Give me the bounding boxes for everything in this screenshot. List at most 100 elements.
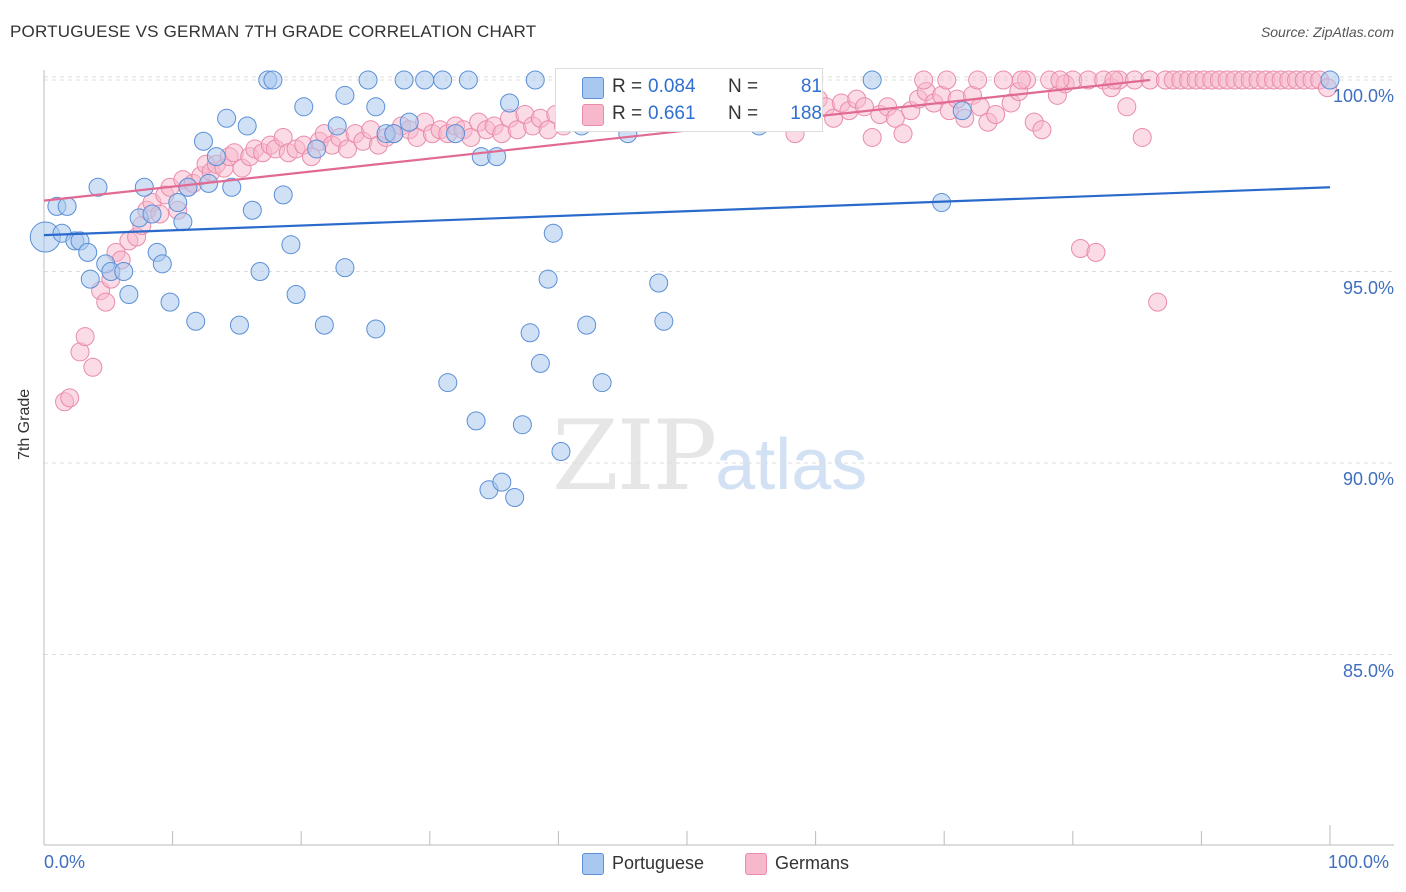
portuguese-point (286, 284, 306, 304)
portuguese-point (281, 235, 301, 255)
portuguese-point (649, 273, 669, 293)
germans-n-value: 188 (790, 103, 822, 124)
portuguese-point (492, 472, 512, 492)
germans-point (83, 357, 103, 377)
watermark-atlas: atlas (715, 425, 868, 505)
portuguese-point (520, 323, 540, 343)
germans-legend-swatch (745, 853, 767, 875)
portuguese-point (466, 411, 486, 431)
portuguese-point (512, 415, 532, 435)
portuguese-point (134, 177, 154, 197)
portuguese-point (551, 442, 571, 462)
portuguese-point (250, 262, 270, 281)
portuguese-point (366, 319, 386, 339)
watermark: ZIPatlas (552, 400, 867, 512)
portuguese-point (114, 262, 134, 281)
portuguese-point (168, 193, 188, 213)
portuguese-point (654, 311, 674, 331)
portuguese-point (142, 204, 162, 224)
portuguese-trend-line (43, 186, 1331, 237)
germans-point (1148, 292, 1168, 312)
germans-point (1117, 97, 1137, 117)
portuguese-point (217, 108, 237, 128)
portuguese-point (592, 373, 612, 393)
stats-legend: R = 0.084 N = 81 R = 0.661 N = 188 (555, 68, 823, 132)
portuguese-point (88, 177, 108, 197)
x-tick-max: 100.0% (1328, 852, 1390, 872)
portuguese-point (952, 101, 972, 121)
r-label: R = (612, 103, 643, 124)
portuguese-r-value: 0.084 (648, 76, 696, 97)
germans-point (1132, 127, 1152, 147)
portuguese-point (1320, 70, 1340, 90)
portuguese-point (335, 258, 355, 278)
germans-swatch (582, 104, 604, 126)
germans-point (75, 327, 95, 347)
source-credit: Source: ZipAtlas.com (1260, 24, 1394, 40)
portuguese-legend-label: Portuguese (612, 853, 705, 873)
portuguese-n-value: 81 (800, 76, 822, 97)
germans-point (1011, 70, 1031, 90)
y-tick-label: 100.0% (1332, 86, 1394, 106)
portuguese-point (206, 147, 226, 167)
n-label: N = (728, 76, 759, 97)
portuguese-point (505, 487, 525, 507)
portuguese-point (538, 269, 558, 289)
portuguese-point (335, 85, 355, 105)
chart-title: PORTUGUESE VS GERMAN 7TH GRADE CORRELATI… (10, 22, 537, 41)
portuguese-point (178, 177, 198, 197)
germans-point (1086, 242, 1106, 262)
portuguese-point (273, 185, 293, 205)
portuguese-point (415, 70, 435, 90)
germans-point (60, 388, 80, 408)
portuguese-point (543, 223, 563, 243)
germans-point (893, 124, 913, 144)
germans-point (862, 127, 882, 147)
portuguese-point (394, 70, 414, 90)
portuguese-point (438, 373, 458, 393)
portuguese-swatch (582, 77, 604, 99)
germans-point (993, 70, 1013, 90)
germans-point (1032, 120, 1052, 140)
germans-point (337, 139, 357, 159)
portuguese-point (186, 311, 206, 331)
y-tick-label: 90.0% (1342, 469, 1394, 489)
trend-lines (43, 78, 1331, 237)
portuguese-point (57, 196, 77, 216)
germans-point (885, 108, 905, 128)
axes (43, 70, 1394, 846)
portuguese-legend-swatch (582, 853, 604, 875)
watermark-zip: ZIP (552, 400, 717, 512)
portuguese-point (294, 97, 314, 117)
r-label: R = (612, 76, 643, 97)
portuguese-point (78, 242, 98, 262)
portuguese-point (314, 315, 334, 335)
portuguese-point (229, 315, 249, 335)
portuguese-point (237, 116, 257, 136)
portuguese-point (160, 292, 180, 312)
germans-point (937, 70, 957, 90)
germans-r-value: 0.661 (648, 103, 696, 124)
portuguese-point (242, 200, 262, 220)
n-label: N = (728, 103, 759, 124)
portuguese-point (327, 116, 347, 136)
portuguese-point (152, 254, 172, 274)
portuguese-point (358, 70, 378, 90)
portuguese-point (446, 124, 466, 144)
y-tick-label: 95.0% (1342, 277, 1394, 298)
germans-trend-line (43, 78, 1151, 202)
portuguese-point (119, 284, 139, 304)
germans-point (96, 292, 116, 312)
germans-point (1050, 70, 1070, 90)
portuguese-point (193, 131, 213, 151)
germans-point (914, 70, 934, 90)
portuguese-point (80, 269, 100, 289)
portuguese-point (433, 70, 453, 90)
germans-point (1104, 70, 1124, 90)
portuguese-point (307, 139, 327, 159)
portuguese-point (500, 93, 520, 113)
x-tick-min: 0.0% (44, 852, 86, 872)
germans-legend-label: Germans (775, 853, 850, 873)
portuguese-point (173, 212, 193, 232)
